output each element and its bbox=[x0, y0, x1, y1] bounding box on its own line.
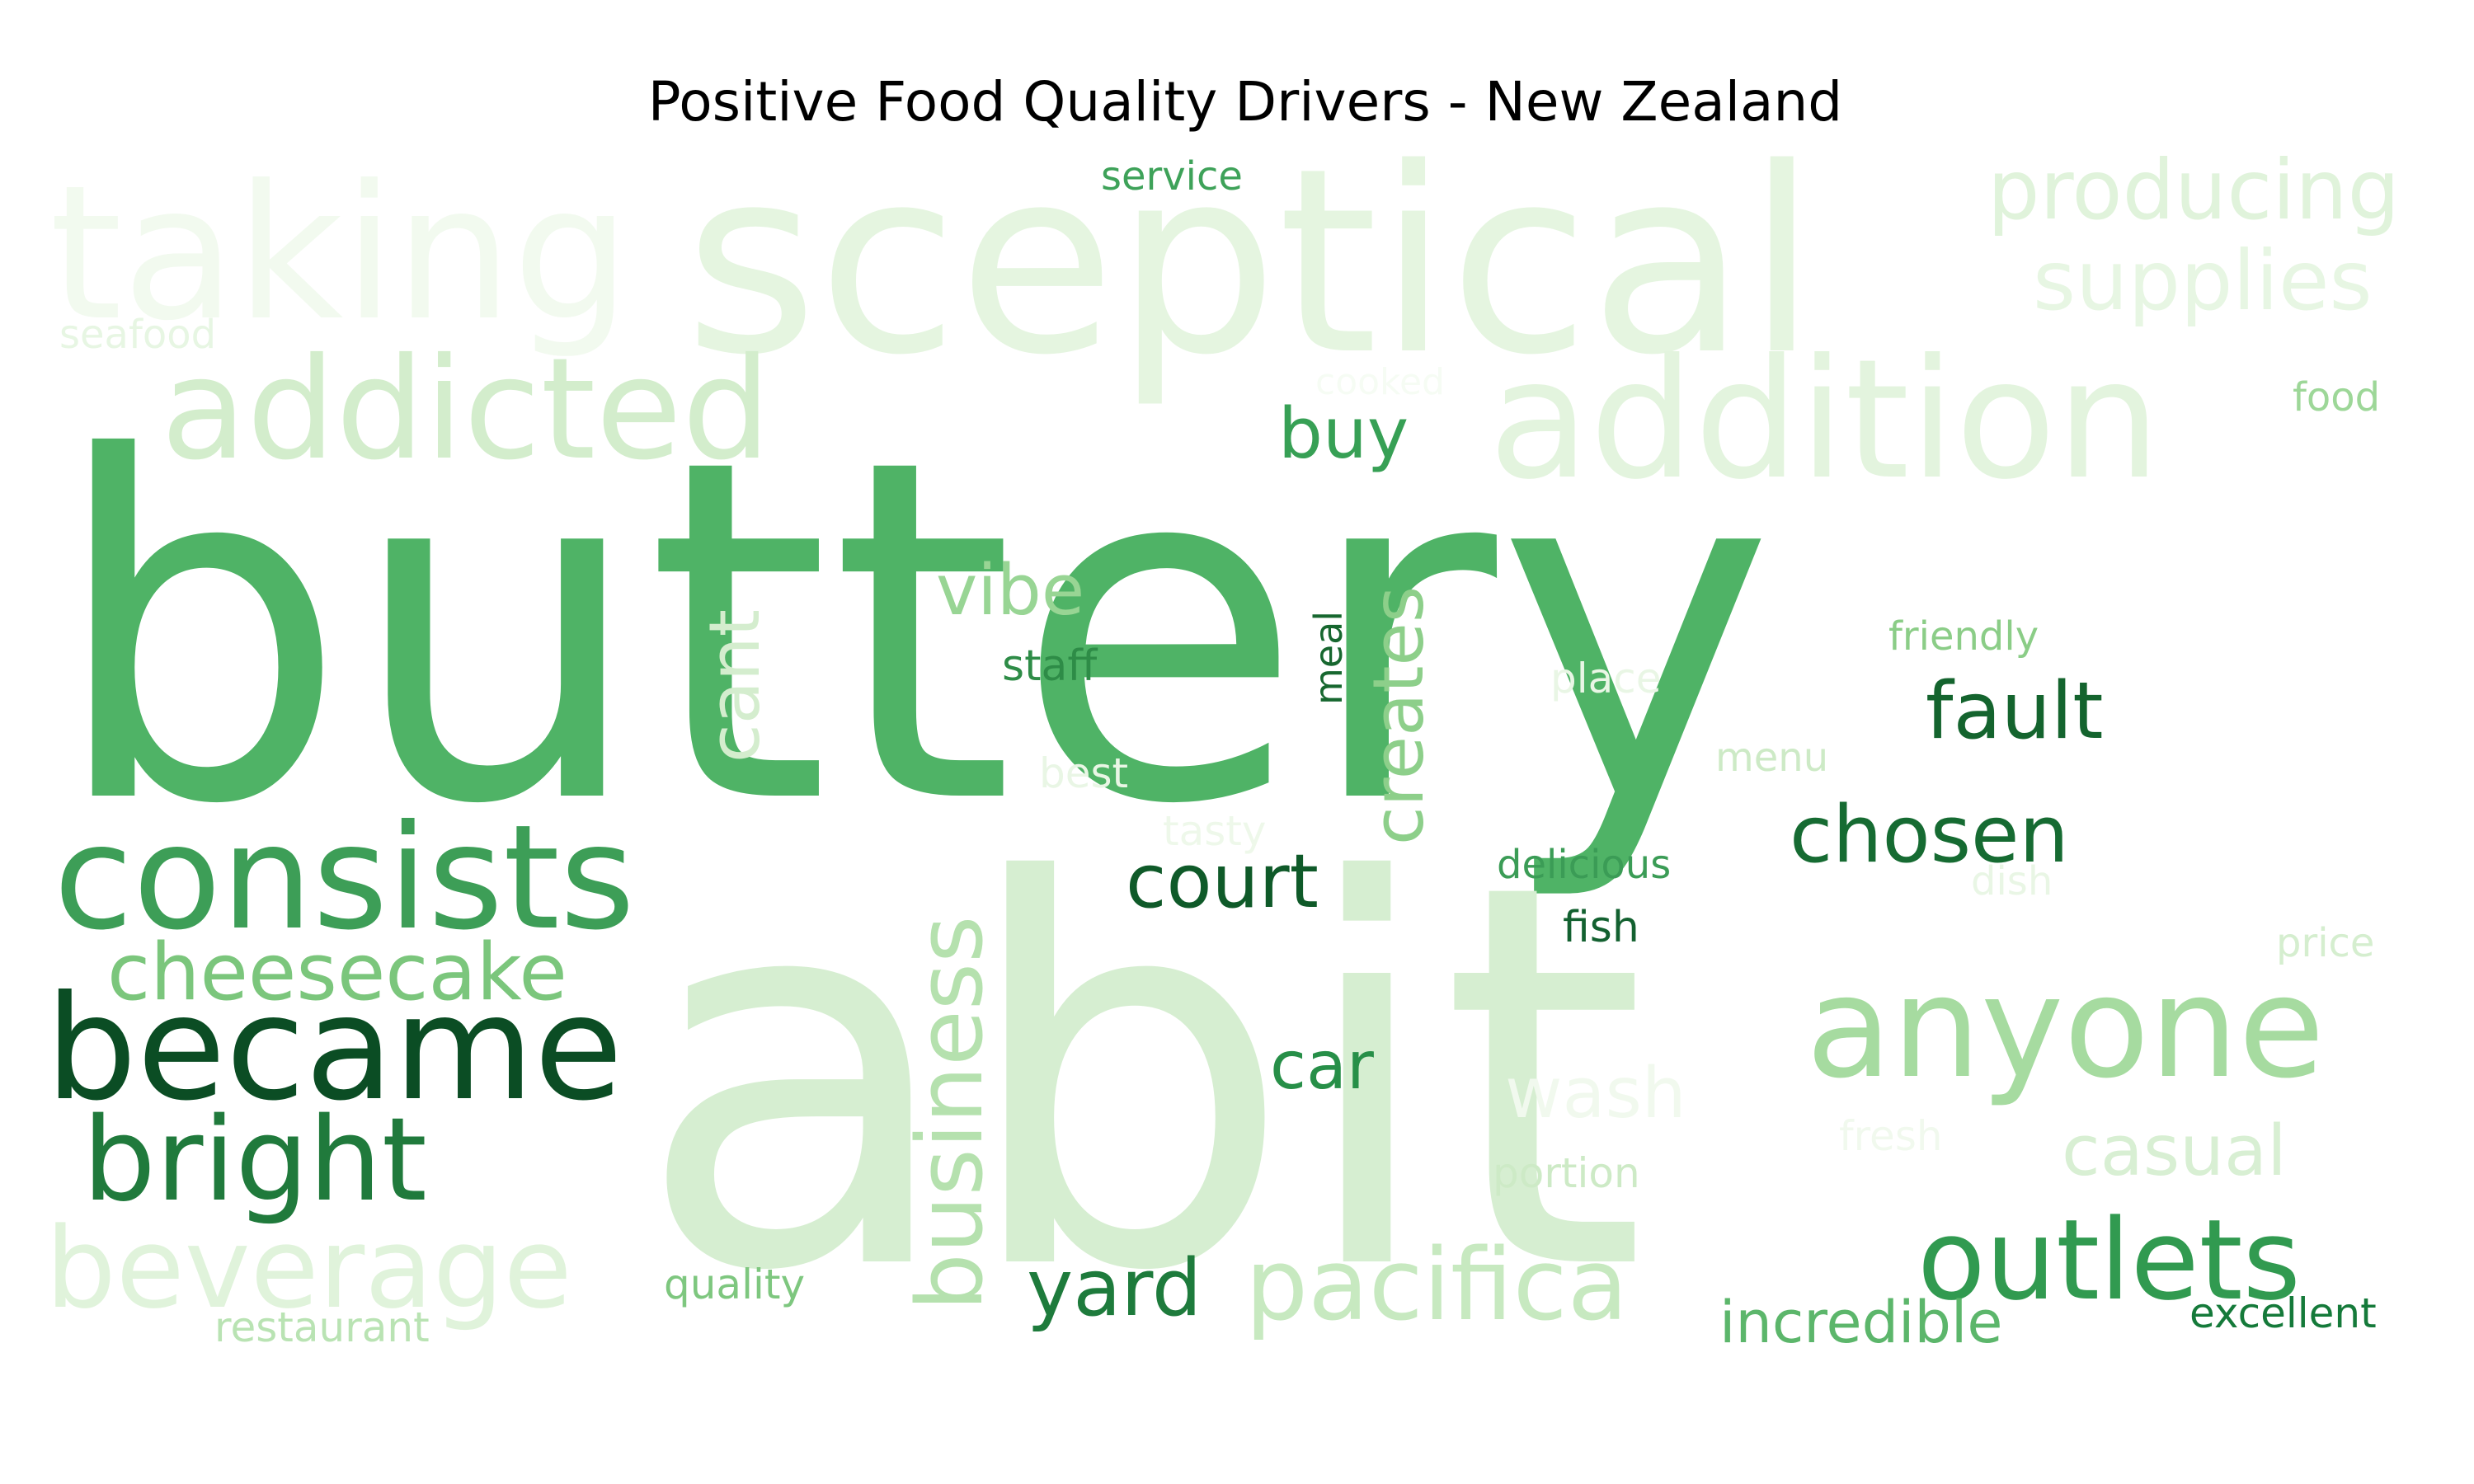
word-beverage: beverage bbox=[45, 1204, 572, 1333]
word-addition: addition bbox=[1489, 324, 2161, 516]
word-vibe: vibe bbox=[936, 550, 1084, 632]
word-supplies: supplies bbox=[2033, 232, 2373, 329]
word-bright: bright bbox=[82, 1093, 427, 1228]
word-menu: menu bbox=[1715, 735, 1828, 781]
word-addicted: addicted bbox=[161, 328, 771, 491]
word-buttery: buttery bbox=[49, 360, 1775, 907]
chart-title: Positive Food Quality Drivers - New Zeal… bbox=[648, 70, 1842, 134]
word-outlets: outlets bbox=[1917, 1195, 2301, 1325]
word-wash: wash bbox=[1505, 1053, 1686, 1134]
word-quality: quality bbox=[664, 1261, 805, 1308]
word-portion: portion bbox=[1493, 1149, 1640, 1197]
word-service: service bbox=[1101, 153, 1243, 200]
word-meal: meal bbox=[1306, 611, 1351, 705]
word-seafood: seafood bbox=[59, 312, 216, 358]
word-car: car bbox=[1270, 1027, 1374, 1104]
word-creates: creates bbox=[1358, 586, 1440, 845]
word-taking: taking bbox=[49, 146, 630, 362]
word-sceptical: sceptical bbox=[684, 114, 1818, 411]
word-fish: fish bbox=[1563, 903, 1639, 952]
word-became: became bbox=[45, 965, 623, 1133]
word-cooked: cooked bbox=[1315, 361, 1445, 403]
word-buy: buy bbox=[1278, 393, 1409, 475]
word-casual: casual bbox=[2062, 1111, 2287, 1192]
word-consists: consists bbox=[54, 795, 635, 962]
word-cant: cant bbox=[694, 609, 776, 763]
word-pacifica: pacifica bbox=[1245, 1228, 1628, 1343]
word-delicious: delicious bbox=[1497, 842, 1671, 888]
word-staff: staff bbox=[1002, 641, 1098, 691]
word-restaurant: restaurant bbox=[214, 1303, 430, 1351]
word-friendly: friendly bbox=[1888, 613, 2039, 660]
word-incredible: incredible bbox=[1719, 1289, 2002, 1356]
word-tasty: tasty bbox=[1163, 807, 1267, 855]
word-place: place bbox=[1550, 655, 1662, 702]
word-dish: dish bbox=[1971, 858, 2053, 904]
word-food: food bbox=[2293, 374, 2380, 420]
word-fault: fault bbox=[1926, 666, 2104, 757]
word-price: price bbox=[2276, 920, 2374, 966]
word-anyone: anyone bbox=[1806, 946, 2325, 1110]
word-excellent: excellent bbox=[2189, 1289, 2377, 1337]
word-court: court bbox=[1126, 838, 1319, 925]
word-producing: producing bbox=[1987, 142, 2400, 238]
word-yard: yard bbox=[1027, 1243, 1202, 1334]
word-fresh: fresh bbox=[1839, 1112, 1943, 1160]
word-best: best bbox=[1039, 749, 1128, 797]
word-chosen: chosen bbox=[1790, 790, 2069, 881]
word-cheesecake: cheesecake bbox=[107, 928, 567, 1018]
word-abit: abit bbox=[635, 772, 1647, 1386]
word-business: business bbox=[897, 916, 1003, 1311]
